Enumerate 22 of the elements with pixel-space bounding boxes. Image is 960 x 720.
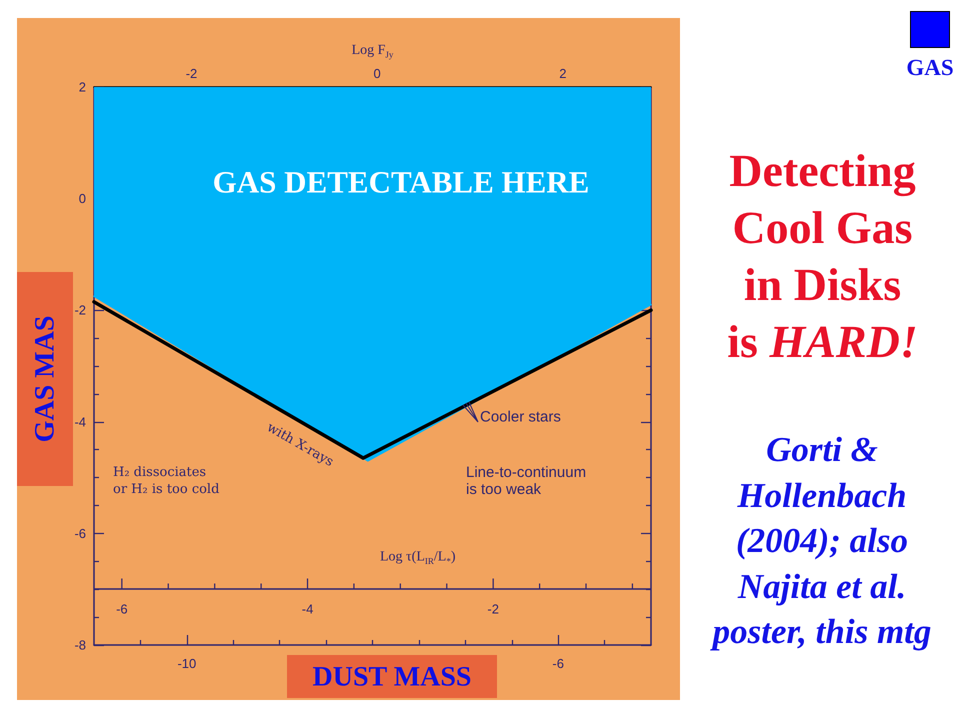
y-tick-label: -4: [74, 414, 86, 430]
annotation: Line-to-continuum is too weak: [466, 464, 586, 498]
annotation: GAS DETECTABLE HERE: [212, 164, 590, 200]
x2-tick-label: -2: [186, 66, 198, 81]
y-tick-label: -2: [74, 302, 86, 318]
x-tick-label: -10: [177, 656, 196, 671]
y-tick-label: 2: [78, 80, 86, 94]
text: Detecting Cool Gas in Disks is HARD!: [726, 144, 919, 369]
y-tick-label: -6: [74, 526, 86, 541]
x-axis-title: DUST MASS: [312, 662, 472, 692]
annotation: Cooler stars: [480, 408, 561, 426]
annotation: -2: [487, 602, 499, 617]
annotation: -4: [302, 602, 314, 617]
text: Gorti & Hollenbach (2004); also Najita et al. poster, this mtg: [709, 429, 932, 653]
annotation: -6: [116, 602, 128, 617]
y-tick-label: 0: [78, 191, 86, 206]
y-axis-title: GAS MAS: [30, 316, 60, 442]
annotation: H₂ dissociates or H₂ is too cold: [113, 465, 220, 497]
y-tick-label: -8: [74, 638, 86, 652]
text: GAS: [905, 54, 955, 82]
x2-tick-label: 2: [559, 66, 566, 81]
x2-tick-label: 0: [374, 66, 381, 81]
